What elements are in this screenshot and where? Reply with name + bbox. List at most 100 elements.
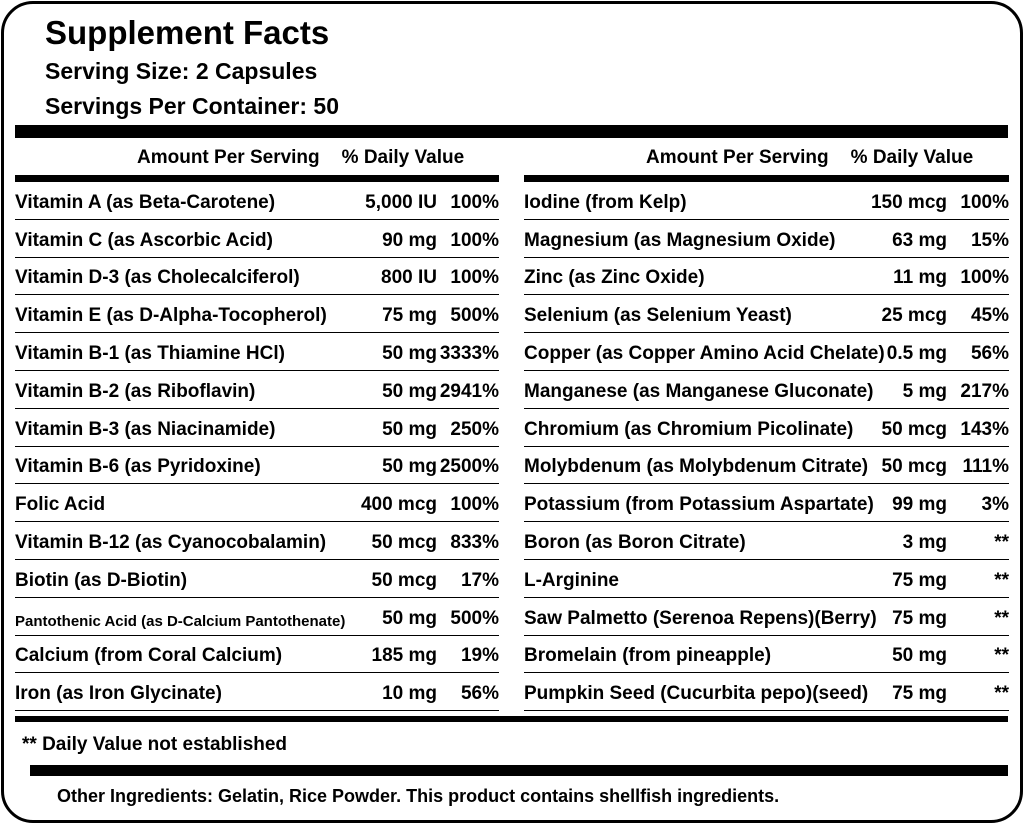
table-row: Potassium (from Potassium Aspartate) 99 m… [524, 484, 1009, 523]
amount: 75 mg [892, 683, 947, 705]
table-row: Calcium (from Coral Calcium) 185 mg 19% [15, 636, 499, 674]
column-header: % Daily Value [850, 146, 974, 168]
servings-per-container: Servings Per Container: 50 [45, 93, 339, 119]
nutrient-name: Zinc (as Zinc Oxide) [524, 267, 705, 289]
amount: 150 mcg [870, 191, 947, 213]
nutrient-name: Vitamin E (as D-Alpha-Tocopherol) [15, 305, 327, 327]
right-table: Amount Per Serving % Daily Value Iodine (f… [524, 140, 1009, 712]
nutrient-name: Vitamin B-6 (as Pyridoxine) [15, 456, 261, 478]
table-row: L-Arginine 75 mg ** [524, 560, 1009, 598]
amount: 50 mcg [881, 456, 947, 478]
daily-value: 19% [460, 645, 499, 667]
amount: 99 mg [892, 494, 947, 516]
amount: 5,000 IU [365, 191, 437, 213]
table-row: Vitamin B-2 (as Riboflavin) 50 mg 2941% [15, 371, 499, 409]
amount: 63 mg [892, 229, 947, 251]
nutrient-name: Boron (as Boron Citrate) [524, 531, 746, 553]
table-row: Pantothenic Acid (as D-Calcium Pantothen… [15, 598, 499, 636]
table-row: Folic Acid 400 mcg 100% [15, 484, 499, 523]
table-row: Manganese (as Manganese Gluconate) 5 mg 21… [524, 371, 1009, 409]
daily-value: ** [994, 645, 1009, 667]
table-row: Vitamin E (as D-Alpha-Tocopherol) 75 mg 50… [15, 295, 499, 334]
nutrient-name: Pumpkin Seed (Cucurbita pepo)(seed) [524, 683, 869, 705]
daily-value: 56% [970, 342, 1009, 364]
table-row: Iron (as Iron Glycinate) 10 mg 56% [15, 673, 499, 712]
daily-value: ** [994, 531, 1009, 553]
serving-size: Serving Size: 2 Capsules [45, 58, 318, 84]
daily-value: 100% [450, 267, 499, 289]
amount: 50 mcg [371, 569, 437, 591]
nutrient-name: Saw Palmetto (Serenoa Repens)(Berry) [524, 607, 877, 629]
daily-value: ** [994, 607, 1009, 629]
daily-value: 100% [450, 191, 499, 213]
column-header: Amount Per Serving [646, 146, 829, 168]
table-row: Boron (as Boron Citrate) 3 mg ** [524, 522, 1009, 560]
nutrient-name: Vitamin D-3 (as Cholecalciferol) [15, 267, 300, 289]
amount: 3 mg [902, 531, 947, 553]
table-row: Molybdenum (as Molybdenum Citrate) 50 mcg… [524, 447, 1009, 485]
amount: 50 mcg [881, 418, 947, 440]
nutrient-name: Copper (as Copper Amino Acid Chelate) [524, 342, 885, 364]
amount: 50 mcg [371, 531, 437, 553]
amount: 75 mg [382, 305, 437, 327]
nutrient-name: Selenium (as Selenium Yeast) [524, 305, 792, 327]
divider [30, 765, 1008, 776]
table-header: Amount Per Serving % Daily Value [15, 140, 499, 182]
nutrient-name: Potassium (from Potassium Aspartate) [524, 494, 874, 516]
nutrient-name: Bromelain (from pineapple) [524, 645, 772, 667]
amount: 11 mg [893, 267, 947, 289]
daily-value: 2941% [439, 380, 499, 402]
amount: 25 mcg [881, 305, 947, 327]
nutrient-name: Folic Acid [15, 494, 106, 516]
nutrient-name: Molybdenum (as Molybdenum Citrate) [524, 456, 869, 478]
amount: 50 mg [382, 607, 437, 629]
nutrient-name: Manganese (as Manganese Gluconate) [524, 380, 874, 402]
amount: 75 mg [892, 569, 947, 591]
nutrient-name: Vitamin B-3 (as Niacinamide) [15, 418, 276, 440]
nutrient-name: Iodine (from Kelp) [524, 191, 687, 213]
daily-value: 250% [450, 418, 499, 440]
daily-value: 100% [450, 229, 499, 251]
nutrient-name: Vitamin B-12 (as Cyanocobalamin) [15, 531, 327, 553]
footnote: ** Daily Value not established [22, 734, 288, 755]
amount: 90 mg [382, 229, 437, 251]
table-row: Vitamin C (as Ascorbic Acid) 90 mg 100% [15, 220, 499, 258]
amount: 800 IU [381, 267, 437, 289]
table-row: Selenium (as Selenium Yeast) 25 mcg 45% [524, 295, 1009, 334]
nutrient-name: Vitamin B-1 (as Thiamine HCl) [15, 342, 285, 364]
daily-value: 3333% [439, 342, 499, 364]
daily-value: 100% [960, 267, 1009, 289]
nutrient-name: Magnesium (as Magnesium Oxide) [524, 229, 836, 251]
nutrient-name: Biotin (as D-Biotin) [15, 569, 188, 591]
amount: 10 mg [382, 683, 437, 705]
daily-value: 2500% [439, 456, 499, 478]
daily-value: ** [994, 683, 1009, 705]
amount: 50 mg [382, 456, 437, 478]
column-header: Amount Per Serving [137, 146, 320, 168]
nutrient-name: Vitamin C (as Ascorbic Acid) [15, 229, 273, 251]
table-row: Zinc (as Zinc Oxide) 11 mg 100% [524, 258, 1009, 296]
daily-value: 100% [450, 494, 499, 516]
amount: 50 mg [382, 380, 437, 402]
left-table: Amount Per Serving % Daily Value Vitamin A… [15, 140, 499, 712]
amount: 75 mg [892, 607, 947, 629]
other-ingredients: Other Ingredients: Gelatin, Rice Powder.… [57, 786, 780, 806]
daily-value: 500% [450, 305, 499, 327]
divider [15, 716, 1008, 722]
table-row: Vitamin D-3 (as Cholecalciferol) 800 IU 10… [15, 258, 499, 296]
daily-value: 500% [450, 607, 499, 629]
daily-value: ** [994, 569, 1009, 591]
daily-value: 3% [981, 494, 1009, 516]
amount: 50 mg [382, 342, 437, 364]
daily-value: 833% [450, 531, 499, 553]
daily-value: 15% [970, 229, 1009, 251]
title: Supplement Facts [45, 14, 330, 51]
daily-value: 100% [960, 191, 1009, 213]
daily-value: 45% [970, 305, 1009, 327]
table-row: Vitamin B-3 (as Niacinamide) 50 mg 250% [15, 409, 499, 447]
table-row: Vitamin A (as Beta-Carotene) 5,000 IU 100% [15, 182, 499, 220]
amount: 185 mg [371, 645, 437, 667]
nutrient-name: Iron (as Iron Glycinate) [15, 683, 222, 705]
table-row: Copper (as Copper Amino Acid Chelate) 0.5… [524, 333, 1009, 371]
